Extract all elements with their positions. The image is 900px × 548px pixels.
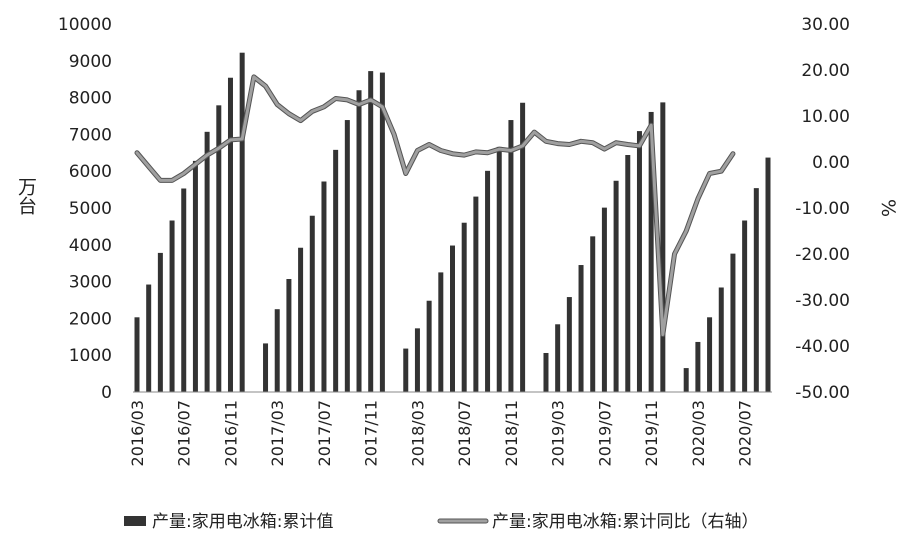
- y-left-tick-label: 9000: [69, 52, 112, 72]
- bar-2019/02: [543, 352, 549, 392]
- bar-2020/02: [683, 368, 689, 392]
- bar-2017/09: [344, 120, 350, 393]
- bar-2020/08: [753, 188, 759, 392]
- bar-2019/08: [613, 180, 619, 392]
- x-tick-label: 2018/11: [502, 400, 521, 466]
- bar-2017/02: [263, 343, 269, 392]
- bar-2020/04: [707, 317, 713, 392]
- x-tick-label: 2018/07: [455, 400, 474, 466]
- line-series-outline: [134, 74, 736, 337]
- bar-2017/08: [333, 149, 339, 392]
- y-right-tick-label: -50.00: [795, 383, 850, 403]
- bar-2019/03: [555, 324, 561, 392]
- bar-2016/04: [146, 284, 152, 392]
- bar-2018/07: [461, 222, 467, 392]
- line-series-path: [135, 75, 735, 336]
- y-right-tick-label: -10.00: [795, 199, 850, 219]
- x-tick-label: 2017/07: [315, 400, 334, 466]
- bar-2020/03: [695, 341, 701, 392]
- bar-2018/06: [450, 245, 455, 392]
- y-left-tick-label: 1000: [69, 346, 112, 366]
- y-left-axis-title: 万台: [15, 177, 37, 215]
- bar-2018/04: [426, 300, 432, 392]
- bar-2018/02: [403, 348, 409, 392]
- y-right-tick-label: -40.00: [795, 337, 850, 357]
- y-left-tick-label: 4000: [69, 236, 112, 256]
- bar-2017/07: [321, 181, 327, 392]
- legend-bar-swatch: [124, 516, 146, 526]
- line-series: [134, 74, 736, 337]
- y-left-tick-label: 10000: [58, 15, 112, 35]
- x-tick-label: 2019/03: [549, 400, 568, 466]
- bar-series: [134, 52, 771, 393]
- bar-2019/04: [566, 297, 572, 392]
- bar-2020/09: [765, 157, 771, 392]
- bar-2020/05: [718, 287, 724, 392]
- bar-2018/03: [414, 328, 420, 392]
- y-left-tick-label: 3000: [69, 273, 112, 293]
- x-tick-label: 2019/07: [595, 400, 614, 466]
- y-left-tick-label: 5000: [69, 199, 112, 219]
- bar-2019/12: [660, 102, 666, 392]
- bar-2017/06: [309, 215, 315, 392]
- bar-2016/10: [216, 105, 222, 392]
- bar-2016/07: [181, 188, 187, 392]
- y-right-tick-label: 10.00: [801, 107, 850, 127]
- bar-2019/10: [636, 131, 642, 392]
- bar-2018/08: [473, 196, 479, 392]
- x-tick-label: 2016/11: [221, 400, 240, 466]
- bar-2018/09: [485, 170, 491, 392]
- x-tick-label: 2016/03: [128, 400, 147, 466]
- bar-2020/07: [742, 220, 748, 392]
- bar-2019/07: [601, 207, 607, 392]
- x-tick-label: 2020/07: [736, 400, 755, 466]
- bar-2018/05: [438, 272, 444, 392]
- legend-label-line: 产量:家用电冰箱:累计同比（右轴）: [492, 512, 758, 532]
- x-tick-label: 2016/07: [175, 400, 194, 466]
- bar-2017/12: [379, 72, 385, 392]
- legend: 产量:家用电冰箱:累计值 产量:家用电冰箱:累计同比（右轴）: [124, 512, 758, 532]
- x-tick-label: 2018/03: [408, 400, 427, 466]
- bar-2017/04: [286, 279, 292, 392]
- y-right-axis-title: %: [877, 199, 899, 217]
- y-right-tick-label: 20.00: [801, 61, 850, 81]
- y-left-ticks: 0 1000 2000 3000 4000 5000 6000 7000 8000 9000 100…: [58, 15, 112, 403]
- x-tick-label: 2020/03: [689, 400, 708, 466]
- bar-2020/06: [730, 253, 736, 392]
- bar-2017/11: [368, 71, 374, 392]
- bar-2016/12: [239, 52, 245, 392]
- bar-2019/06: [590, 236, 596, 392]
- bar-2019/11: [648, 111, 654, 392]
- x-tick-label: 2017/03: [268, 400, 287, 466]
- x-ticks: 2016/03 2016/07 2016/11 2017/03 2017/07 2017/…: [128, 400, 755, 466]
- bar-2016/03: [134, 317, 140, 392]
- bar-2019/09: [625, 155, 631, 392]
- x-tick-label: 2017/11: [362, 400, 381, 466]
- bar-2016/09: [204, 131, 210, 392]
- bar-2018/10: [496, 146, 502, 392]
- bar-2019/05: [578, 265, 584, 392]
- y-right-tick-label: -20.00: [795, 245, 850, 265]
- bar-2017/03: [274, 309, 280, 392]
- legend-label-bar: 产量:家用电冰箱:累计值: [152, 512, 333, 532]
- bar-2017/05: [298, 247, 304, 392]
- bar-2016/11: [227, 77, 233, 392]
- bar-2016/05: [157, 252, 163, 392]
- y-left-tick-label: 7000: [69, 125, 112, 145]
- y-right-ticks: -50.00 -40.00 -30.00 -20.00 -10.00 0.00 10.00 2…: [795, 15, 850, 403]
- y-left-tick-label: 6000: [69, 162, 112, 182]
- bar-2016/06: [169, 220, 175, 392]
- y-left-tick-label: 8000: [69, 89, 112, 109]
- bar-2018/11: [508, 120, 514, 393]
- x-tick-label: 2019/11: [642, 400, 661, 466]
- y-right-tick-label: 0.00: [812, 153, 850, 173]
- bar-2016/08: [192, 160, 198, 392]
- y-left-tick-label: 2000: [69, 309, 112, 329]
- y-right-tick-label: -30.00: [795, 291, 850, 311]
- bar-2018/12: [520, 102, 526, 392]
- y-right-tick-label: 30.00: [801, 15, 850, 35]
- bar-2017/10: [356, 90, 362, 393]
- y-left-tick-label: 0: [101, 383, 112, 403]
